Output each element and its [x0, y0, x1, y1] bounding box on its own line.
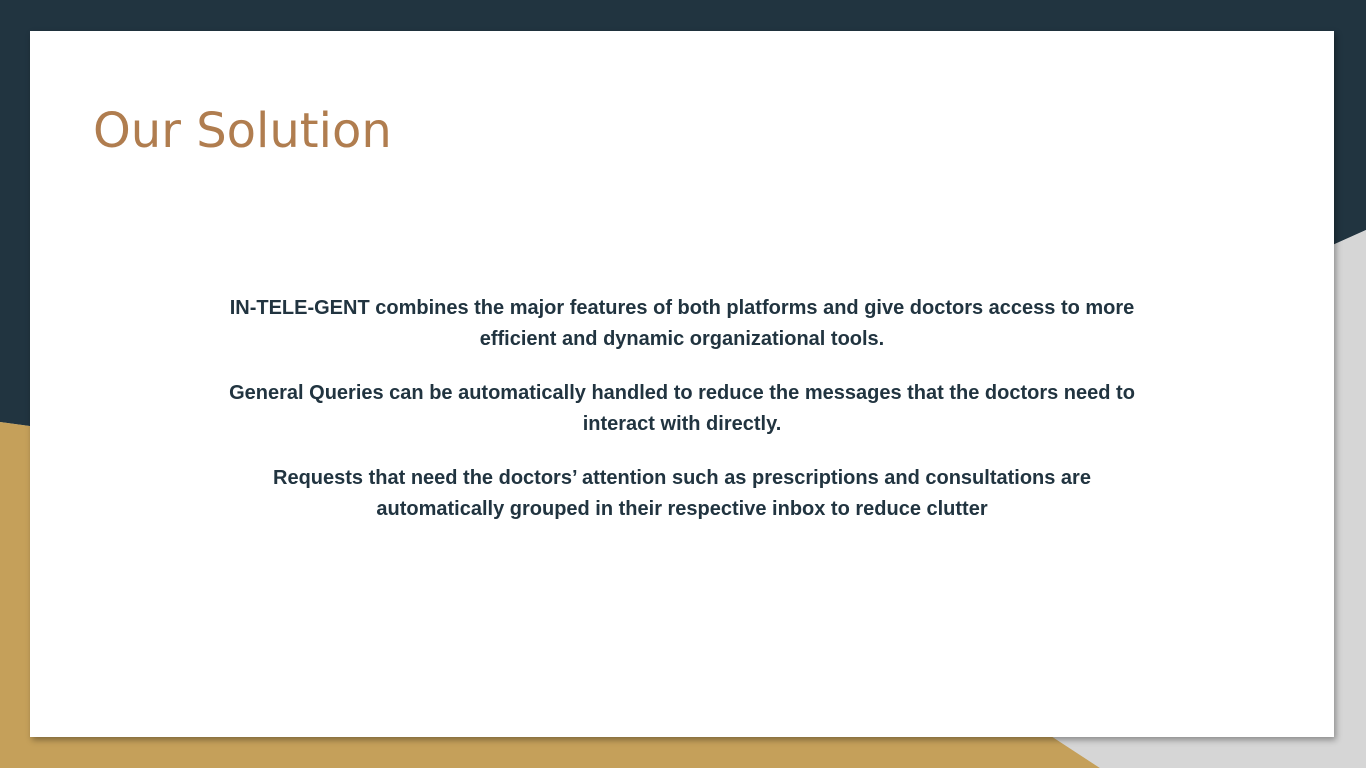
slide-title: Our Solution — [93, 103, 392, 159]
paragraph-intelegent: IN-TELE-GENT combines the major features… — [229, 297, 1135, 350]
paragraph-requests: Requests that need the doctors’ attentio… — [273, 467, 1091, 520]
slide-card: Our Solution IN-TELE-GENT combines the m… — [30, 31, 1334, 737]
paragraph-general-queries: General Queries can be automatically han… — [229, 382, 1135, 435]
slide-body: IN-TELE-GENT combines the major features… — [220, 293, 1144, 548]
